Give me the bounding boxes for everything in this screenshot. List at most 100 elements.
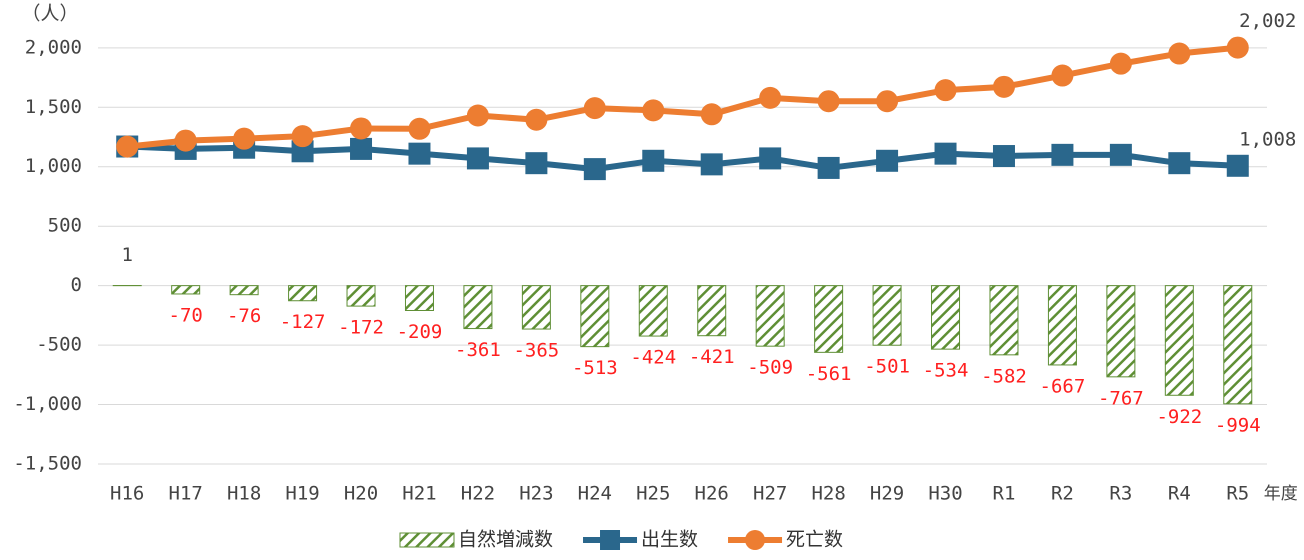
marker — [993, 76, 1015, 98]
y-tick-label: 500 — [48, 215, 82, 237]
x-tick-label: H17 — [169, 483, 203, 505]
x-axis-label: 年度 — [1264, 484, 1298, 504]
bar — [347, 286, 375, 306]
y-tick-label: -500 — [36, 334, 82, 356]
bar — [1165, 286, 1193, 396]
data-label: -767 — [1098, 387, 1144, 409]
bar — [581, 286, 609, 347]
x-tick-label: H19 — [285, 483, 319, 505]
data-label: -922 — [1156, 406, 1202, 428]
x-tick-label: H16 — [110, 483, 144, 505]
bar — [405, 286, 433, 311]
bar — [464, 286, 492, 329]
legend-label: 死亡数 — [786, 529, 843, 551]
marker — [701, 103, 723, 125]
bar — [1048, 286, 1076, 365]
x-tick-label: H30 — [928, 483, 962, 505]
x-tick-label: H21 — [402, 483, 436, 505]
x-tick-label: R2 — [1051, 483, 1074, 505]
marker — [642, 99, 664, 121]
x-tick-label: R5 — [1226, 483, 1249, 505]
bar — [639, 286, 667, 336]
data-label: -76 — [227, 305, 261, 327]
x-tick-label: H22 — [461, 483, 495, 505]
x-tick-label: H29 — [870, 483, 904, 505]
x-tick-label: H27 — [753, 483, 787, 505]
x-tick-label: H20 — [344, 483, 378, 505]
data-label: -361 — [455, 339, 501, 361]
y-tick-label: -1,500 — [13, 453, 82, 475]
bar — [990, 286, 1018, 355]
legend-swatch — [600, 530, 620, 550]
marker — [233, 128, 255, 150]
marker — [408, 143, 430, 165]
data-label: -994 — [1215, 414, 1261, 436]
marker — [1051, 144, 1073, 166]
bar — [873, 286, 901, 346]
y-axis-label: （人） — [21, 3, 78, 25]
legend-label: 出生数 — [641, 529, 698, 551]
legend-swatch — [400, 533, 454, 547]
marker — [818, 90, 840, 112]
data-label: -513 — [572, 357, 618, 379]
data-label: 1 — [121, 244, 132, 266]
marker — [1051, 65, 1073, 87]
data-label: -501 — [864, 356, 910, 378]
y-tick-label: 0 — [71, 274, 82, 296]
bar — [172, 286, 200, 294]
bar — [756, 286, 784, 347]
data-label: -561 — [806, 363, 852, 385]
marker — [1110, 53, 1132, 75]
marker — [993, 145, 1015, 167]
marker — [525, 152, 547, 174]
marker — [525, 109, 547, 131]
marker — [935, 143, 957, 165]
data-label: 2,002 — [1239, 10, 1296, 32]
y-tick-label: -1,000 — [13, 393, 82, 415]
marker — [467, 104, 489, 126]
marker — [1227, 37, 1249, 59]
marker — [818, 157, 840, 179]
x-tick-label: H24 — [578, 483, 612, 505]
marker — [1227, 155, 1249, 177]
marker — [584, 97, 606, 119]
marker — [876, 150, 898, 172]
marker — [759, 87, 781, 109]
marker — [701, 153, 723, 175]
x-tick-label: H28 — [811, 483, 845, 505]
x-tick-label: H23 — [519, 483, 553, 505]
marker — [1168, 152, 1190, 174]
bar — [932, 286, 960, 349]
bar — [1224, 286, 1252, 404]
y-tick-label: 1,000 — [25, 155, 82, 177]
x-tick-label: H25 — [636, 483, 670, 505]
legend-label: 自然増減数 — [458, 529, 553, 551]
data-label: -365 — [513, 340, 559, 362]
x-tick-label: R1 — [993, 483, 1016, 505]
marker — [292, 125, 314, 147]
x-tick-label: H18 — [227, 483, 261, 505]
bar — [698, 286, 726, 336]
data-label: -172 — [338, 317, 384, 339]
data-label: -582 — [981, 365, 1027, 387]
marker — [350, 138, 372, 160]
bar — [522, 286, 550, 329]
marker — [175, 130, 197, 152]
bar — [1107, 286, 1135, 377]
x-tick-label: R4 — [1168, 483, 1191, 505]
y-tick-label: 1,500 — [25, 96, 82, 118]
marker — [876, 90, 898, 112]
bar — [289, 286, 317, 301]
marker — [350, 117, 372, 139]
data-label: -424 — [630, 347, 676, 369]
bar — [230, 286, 258, 295]
marker — [759, 147, 781, 169]
y-tick-label: 2,000 — [25, 36, 82, 58]
marker — [116, 136, 138, 158]
data-label: -509 — [747, 357, 793, 379]
data-label: -667 — [1040, 375, 1086, 397]
data-label: -421 — [689, 346, 735, 368]
marker — [1168, 43, 1190, 65]
marker — [584, 158, 606, 180]
